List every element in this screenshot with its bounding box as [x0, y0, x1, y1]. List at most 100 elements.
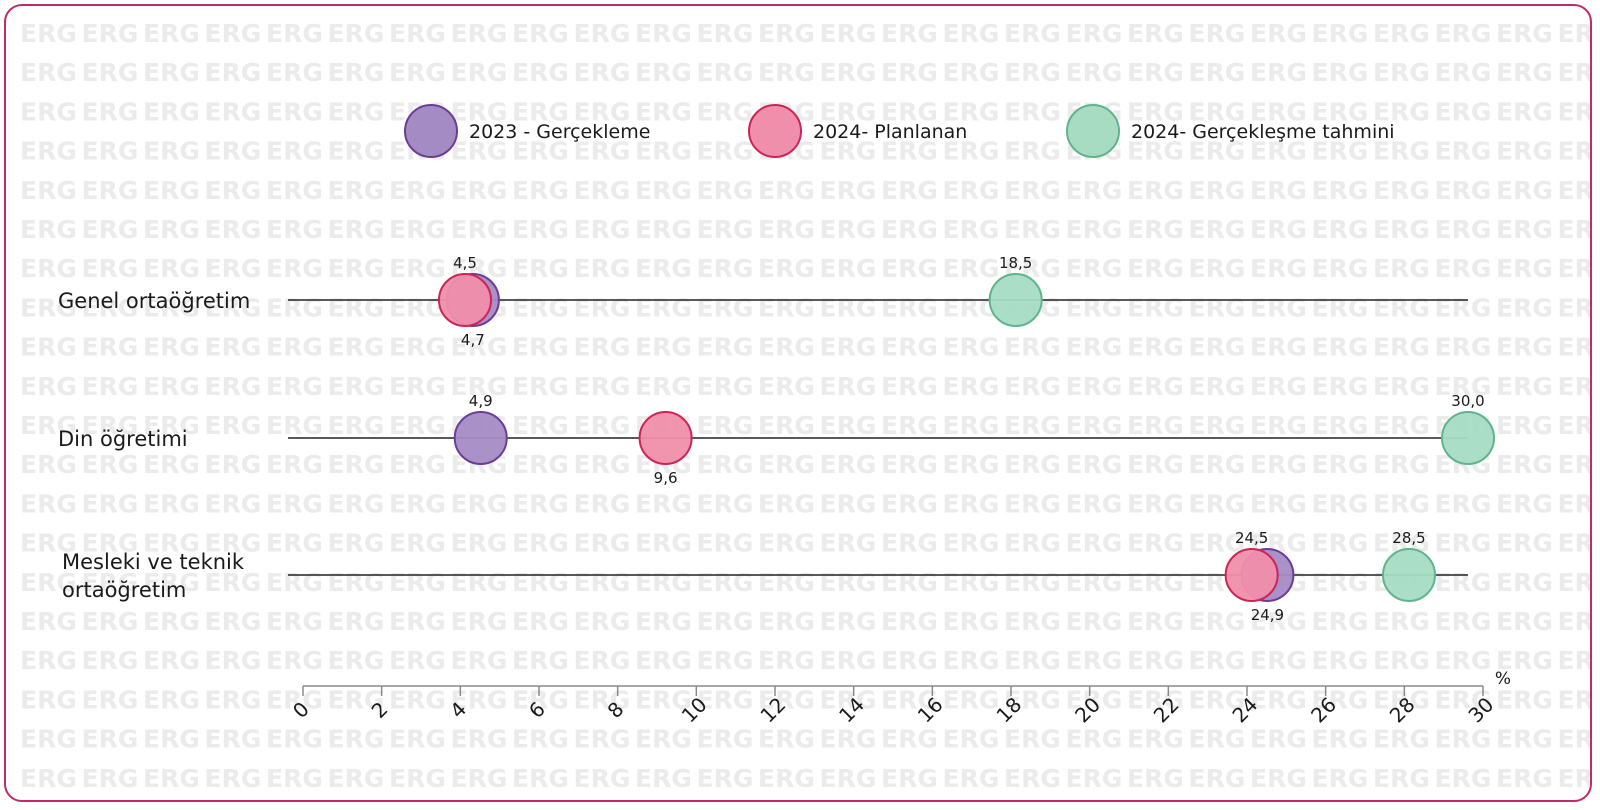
watermark-word: ERG: [820, 58, 877, 87]
data-point: [1382, 548, 1436, 602]
watermark-word: ERG: [82, 137, 139, 166]
watermark-word: ERG: [1127, 489, 1184, 518]
watermark-word: ERG: [1189, 254, 1246, 283]
watermark-word: ERG: [1558, 293, 1593, 322]
watermark-word: ERG: [1496, 58, 1553, 87]
watermark-word: ERG: [389, 529, 446, 558]
watermark-word: ERG: [1250, 293, 1307, 322]
watermark-word: ERG: [1558, 411, 1593, 440]
watermark-word: ERG: [1189, 529, 1246, 558]
watermark-word: ERG: [1189, 411, 1246, 440]
watermark-word: ERG: [1496, 725, 1553, 754]
watermark-word: ERG: [881, 646, 938, 675]
watermark-word: ERG: [328, 529, 385, 558]
watermark-word: ERG: [943, 568, 1000, 597]
watermark-word: ERG: [820, 646, 877, 675]
watermark-word: ERG: [1373, 685, 1430, 714]
watermark-word: ERG: [758, 725, 815, 754]
watermark-word: ERG: [881, 254, 938, 283]
watermark-word: ERG: [143, 725, 200, 754]
watermark-word: ERG: [1250, 607, 1307, 636]
watermark-word: ERG: [451, 97, 508, 126]
watermark-word: ERG: [1312, 764, 1369, 793]
watermark-word: ERG: [1312, 529, 1369, 558]
watermark-word: ERG: [1004, 646, 1061, 675]
watermark-word: ERG: [328, 97, 385, 126]
watermark-word: ERG: [143, 58, 200, 87]
watermark-word: ERG: [1496, 411, 1553, 440]
watermark-word: ERG: [82, 372, 139, 401]
watermark-word: ERG: [512, 333, 569, 362]
watermark-word: ERG: [512, 97, 569, 126]
tick-label: 18: [991, 692, 1026, 727]
watermark-word: ERG: [1558, 725, 1593, 754]
watermark-word: ERG: [266, 215, 323, 244]
watermark-word: ERG: [512, 607, 569, 636]
watermark-word: ERG: [1127, 254, 1184, 283]
tick-label: 12: [755, 692, 790, 727]
watermark-word: ERG: [881, 489, 938, 518]
watermark-word: ERG: [266, 568, 323, 597]
watermark-word: ERG: [451, 646, 508, 675]
watermark-word: ERG: [758, 489, 815, 518]
watermark-word: ERG: [389, 489, 446, 518]
watermark-word: ERG: [1004, 450, 1061, 479]
watermark-word: ERG: [82, 529, 139, 558]
watermark-word: ERG: [635, 568, 692, 597]
tick-label: 24: [1227, 692, 1262, 727]
watermark-word: ERG: [697, 646, 754, 675]
watermark-word: ERG: [1558, 489, 1593, 518]
data-label: 28,5: [1392, 529, 1425, 547]
watermark-word: ERG: [1312, 97, 1369, 126]
watermark-word: ERG: [266, 725, 323, 754]
watermark-word: ERG: [697, 137, 754, 166]
watermark-word: ERG: [635, 646, 692, 675]
watermark-word: ERG: [1127, 372, 1184, 401]
watermark-word: ERG: [389, 450, 446, 479]
watermark-word: ERG: [1189, 293, 1246, 322]
watermark-word: ERG: [1189, 685, 1246, 714]
watermark-word: ERG: [451, 607, 508, 636]
watermark-word: ERG: [943, 372, 1000, 401]
watermark-word: ERG: [943, 333, 1000, 362]
watermark-word: ERG: [1435, 97, 1492, 126]
watermark-word: ERG: [1066, 489, 1123, 518]
watermark-word: ERG: [1004, 372, 1061, 401]
watermark-word: ERG: [1250, 685, 1307, 714]
watermark-word: ERG: [266, 333, 323, 362]
watermark-word: ERG: [20, 725, 77, 754]
watermark-word: ERG: [1066, 529, 1123, 558]
watermark-word: ERG: [266, 137, 323, 166]
watermark-word: ERG: [820, 97, 877, 126]
watermark-word: ERG: [758, 450, 815, 479]
watermark-word: ERG: [1189, 489, 1246, 518]
watermark-word: ERG: [1004, 176, 1061, 205]
watermark-word: ERG: [328, 607, 385, 636]
watermark-word: ERG: [451, 489, 508, 518]
watermark-word: ERG: [1066, 725, 1123, 754]
watermark-word: ERG: [758, 685, 815, 714]
watermark-word: ERG: [1312, 489, 1369, 518]
watermark-word: ERG: [451, 137, 508, 166]
watermark-word: ERG: [1250, 58, 1307, 87]
data-point: [1441, 411, 1495, 465]
watermark-word: ERG: [881, 607, 938, 636]
watermark-word: ERG: [328, 685, 385, 714]
watermark-word: ERG: [758, 215, 815, 244]
tick-label: 26: [1306, 692, 1341, 727]
watermark-word: ERG: [266, 764, 323, 793]
watermark-word: ERG: [1127, 215, 1184, 244]
watermark-word: ERG: [943, 725, 1000, 754]
watermark-word: ERG: [697, 58, 754, 87]
watermark-word: ERG: [635, 137, 692, 166]
watermark-word: ERG: [1250, 19, 1307, 48]
watermark-word: ERG: [1435, 489, 1492, 518]
watermark-word: ERG: [512, 529, 569, 558]
watermark-word: ERG: [266, 58, 323, 87]
watermark-word: ERG: [1558, 646, 1593, 675]
watermark-word: ERG: [574, 215, 631, 244]
watermark-word: ERG: [1250, 764, 1307, 793]
data-point: [453, 411, 508, 465]
watermark-word: ERG: [143, 176, 200, 205]
watermark-word: ERG: [328, 411, 385, 440]
